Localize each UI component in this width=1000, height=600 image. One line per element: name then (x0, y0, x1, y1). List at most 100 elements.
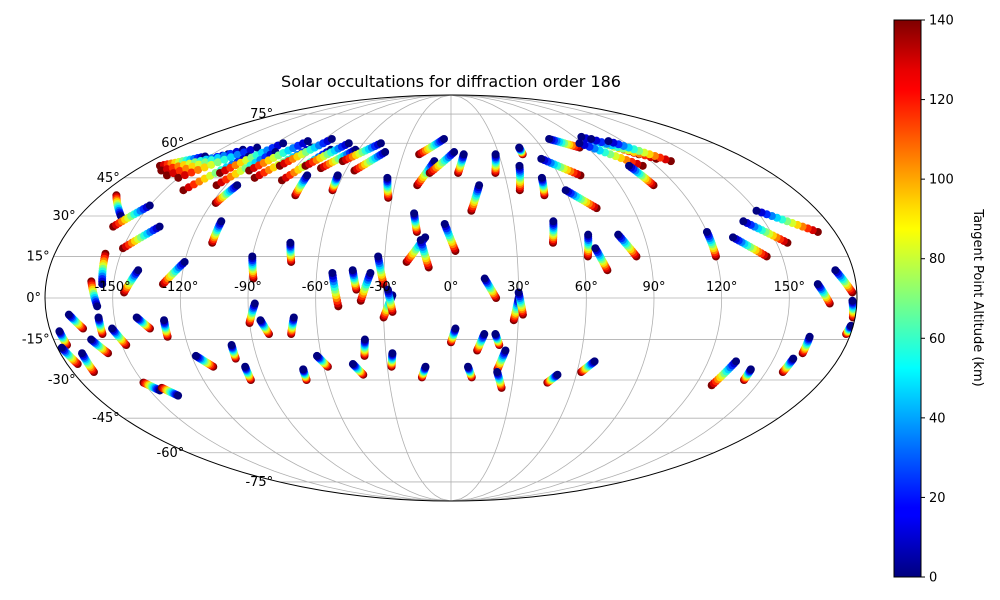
map-boundary (44, 94, 858, 502)
occultation-track (98, 249, 110, 289)
colorbar-tick-label: 120 (929, 93, 954, 108)
lon-gridline (112, 94, 452, 502)
occultation-track (514, 288, 527, 319)
occultation-track (211, 181, 242, 207)
occultation-track (78, 349, 98, 377)
colorbar-tick-label: 60 (929, 332, 946, 347)
colorbar: 0 20 40 60 80 100 120 140 Tangent Point Altitud… (893, 14, 985, 586)
occultation-track (328, 171, 342, 195)
occultation-track (549, 217, 558, 247)
occultation-track (248, 252, 258, 283)
occultation-point (410, 209, 419, 218)
occultation-track (338, 139, 385, 166)
occultation-point (604, 137, 613, 146)
colorbar-tick-label: 80 (929, 252, 946, 267)
occultation-point (256, 316, 265, 325)
occultation-point (93, 302, 102, 311)
occultation-track (739, 365, 755, 385)
colorbar-label: Tangent Point Altitude (km) (970, 208, 985, 386)
lon-tick-label: 0° (444, 280, 459, 295)
occultation-point (248, 252, 257, 261)
occultation-track (543, 370, 562, 387)
occultation-tracks (55, 132, 857, 400)
occultation-point (752, 206, 761, 215)
occultation-point (333, 171, 342, 180)
chart-title: Solar occultations for diffraction order… (281, 72, 621, 91)
occultation-track (480, 274, 501, 302)
occultation-point (348, 360, 357, 369)
occultation-point (348, 266, 357, 275)
occultation-point (388, 349, 397, 358)
occultation-track (583, 230, 593, 261)
occultation-point (440, 219, 449, 228)
occultation-track (383, 285, 397, 316)
colorbar-gradient (893, 19, 922, 578)
occultation-track (413, 157, 439, 190)
occultation-point (366, 269, 375, 277)
occultation-point (327, 134, 336, 143)
occultation-point (374, 252, 383, 261)
occultation-point (187, 168, 196, 177)
lon-tick-label: 90° (642, 280, 665, 295)
occultation-track (286, 238, 296, 266)
occultation-track (831, 266, 857, 297)
lon-tick-label: -150° (95, 280, 131, 295)
lon-tick-label: -30° (369, 280, 397, 295)
occultation-point (491, 150, 500, 159)
occultation-track (842, 321, 855, 339)
occultation-track (174, 143, 262, 182)
lon-tick-label: 60° (575, 280, 598, 295)
occultation-track (157, 383, 183, 400)
occultation-point (553, 370, 562, 379)
occultation-track (417, 362, 430, 382)
occultation-point (813, 280, 822, 289)
occultation-track (291, 171, 312, 200)
occultation-track (348, 266, 361, 294)
occultation-track (158, 257, 189, 289)
occultation-track (604, 137, 675, 166)
occultation-track (454, 150, 468, 177)
occultation-point (328, 269, 337, 277)
occultation-point (459, 150, 468, 159)
occultation-point (207, 160, 216, 169)
lat-tick-label: -75° (245, 475, 273, 490)
lon-tick-label: -90° (234, 280, 262, 295)
occultation-point (303, 171, 312, 180)
occultation-point (220, 155, 229, 164)
occultation-track (537, 173, 549, 200)
occultation-point (515, 161, 524, 170)
occultation-point (575, 139, 584, 148)
occultation-point (590, 357, 599, 366)
occultation-point (739, 217, 748, 226)
occultation-track (515, 161, 525, 195)
occultation-track (537, 154, 585, 180)
occultation-point (108, 324, 117, 333)
occultation-point (227, 341, 236, 350)
occultation-track (591, 244, 612, 275)
occultation-point (279, 139, 288, 148)
occultation-point (98, 280, 107, 289)
occultation-track (383, 173, 393, 202)
occultation-track (416, 236, 433, 272)
occultation-track (848, 296, 857, 322)
lat-tick-label: 15° (27, 249, 50, 264)
colorbar-tick-label: 0 (929, 571, 937, 586)
longitude-tick-labels: -150° -120° -90° -60° -30° 0° 30° 60° 90° 120° 150… (95, 280, 805, 295)
occultation-point (439, 134, 448, 143)
occultation-point (376, 139, 385, 148)
occultation-point (480, 330, 489, 339)
colorbar-tick-label: 100 (929, 173, 954, 188)
occultation-track (348, 360, 368, 379)
occultation-point (132, 313, 141, 322)
occultation-point (213, 158, 222, 167)
occultation-point (162, 171, 171, 180)
occultation-track (191, 351, 218, 371)
occultation-track (108, 324, 131, 350)
lat-tick-label: -60° (157, 446, 185, 461)
occultation-point (421, 362, 430, 371)
occultation-track (350, 148, 390, 175)
occultation-point (241, 362, 250, 371)
occultation-track (778, 354, 798, 377)
occultation-track (301, 139, 353, 170)
occultation-track (561, 186, 601, 213)
